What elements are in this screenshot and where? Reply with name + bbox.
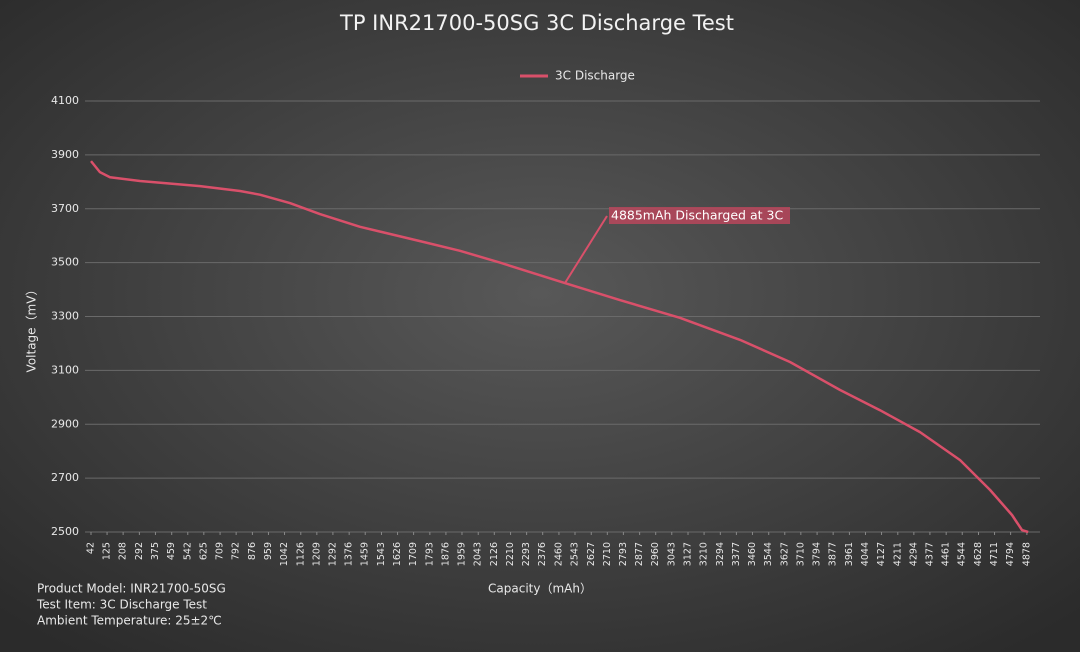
x-tick-label: 3294 xyxy=(715,542,726,566)
x-tick-label: 3377 xyxy=(731,542,742,566)
x-tick-label: 2043 xyxy=(473,542,484,566)
annotation-leader xyxy=(564,215,608,284)
x-tick-label: 4294 xyxy=(908,542,919,566)
legend-label: 3C Discharge xyxy=(555,69,635,83)
note: Ambient Temperature: 25±2℃ xyxy=(37,614,222,628)
x-tick-label: 2877 xyxy=(634,542,645,566)
y-tick-label: 3300 xyxy=(51,310,79,323)
x-tick-label: 3877 xyxy=(828,542,839,566)
x-tick-label: 2543 xyxy=(569,542,580,566)
x-tick-label: 625 xyxy=(198,542,209,560)
x-tick-label: 1376 xyxy=(344,542,355,566)
y-tick-label: 3500 xyxy=(51,256,79,269)
x-tick-label: 1543 xyxy=(376,542,387,566)
x-tick-label: 2460 xyxy=(553,542,564,566)
x-tick-label: 125 xyxy=(102,542,113,560)
x-tick-label: 1626 xyxy=(392,542,403,566)
x-tick-label: 1292 xyxy=(327,542,338,566)
x-axis-label: Capacity（mAh） xyxy=(488,582,592,596)
x-tick-label: 4544 xyxy=(957,542,968,566)
x-tick-label: 2793 xyxy=(618,542,629,566)
x-tick-label: 2376 xyxy=(537,542,548,566)
x-tick-label: 2960 xyxy=(650,542,661,566)
x-tick-label: 4211 xyxy=(892,542,903,566)
x-tick-label: 2710 xyxy=(602,542,613,566)
x-tick-label: 3210 xyxy=(699,542,710,566)
y-tick-label: 3100 xyxy=(51,363,79,376)
x-tick-label: 1876 xyxy=(440,542,451,566)
x-tick-label: 3460 xyxy=(747,542,758,566)
x-tick-label: 375 xyxy=(150,542,161,560)
x-tick-label: 1209 xyxy=(311,542,322,566)
y-tick-label: 2500 xyxy=(51,525,79,538)
x-tick-label: 4377 xyxy=(924,542,935,566)
x-tick-label: 1709 xyxy=(408,542,419,566)
x-tick-label: 2627 xyxy=(586,542,597,566)
annotation-box xyxy=(609,207,790,224)
annotation: 4885mAh Discharged at 3C xyxy=(611,208,783,223)
x-tick-label: 4794 xyxy=(1005,542,1016,566)
x-tick-label: 2293 xyxy=(521,542,532,566)
x-tick-label: 959 xyxy=(263,542,274,560)
x-tick-label: 3127 xyxy=(683,542,694,566)
x-tick-label: 3961 xyxy=(844,542,855,566)
x-tick-label: 1959 xyxy=(456,542,467,566)
x-tick-label: 42 xyxy=(86,542,97,554)
x-tick-label: 1793 xyxy=(424,542,435,566)
x-tick-label: 4044 xyxy=(860,542,871,566)
x-tick-label: 1459 xyxy=(360,542,371,566)
y-axis-label: Voltage（mV） xyxy=(25,284,39,373)
x-tick-label: 2210 xyxy=(505,542,516,566)
y-tick-label: 3900 xyxy=(51,148,79,161)
x-tick-label: 459 xyxy=(166,542,177,560)
x-tick-label: 292 xyxy=(134,542,145,560)
x-tick-label: 542 xyxy=(182,542,193,560)
y-tick-label: 4100 xyxy=(51,94,79,107)
x-tick-label: 4127 xyxy=(876,542,887,566)
x-tick-label: 3627 xyxy=(779,542,790,566)
x-tick-label: 876 xyxy=(247,542,258,560)
x-tick-label: 4878 xyxy=(1021,542,1032,566)
chart-title: TP INR21700-50SG 3C Discharge Test xyxy=(339,11,734,35)
y-tick-label: 3700 xyxy=(51,202,79,215)
x-tick-label: 3043 xyxy=(666,542,677,566)
y-tick-label: 2700 xyxy=(51,471,79,484)
x-tick-label: 4711 xyxy=(989,542,1000,566)
x-tick-label: 1042 xyxy=(279,542,290,566)
x-tick-label: 792 xyxy=(231,542,242,560)
x-tick-label: 1126 xyxy=(295,542,306,566)
x-tick-label: 4628 xyxy=(973,542,984,566)
data-line xyxy=(90,160,1029,534)
x-tick-label: 208 xyxy=(118,542,129,560)
x-tick-label: 709 xyxy=(215,542,226,560)
note: Test Item: 3C Discharge Test xyxy=(36,598,207,612)
x-tick-label: 2126 xyxy=(489,542,500,566)
note: Product Model: INR21700-50SG xyxy=(37,582,226,596)
y-tick-label: 2900 xyxy=(51,417,79,430)
x-tick-label: 3544 xyxy=(763,542,774,566)
x-tick-label: 3794 xyxy=(812,542,823,566)
x-tick-label: 4461 xyxy=(941,542,952,566)
x-tick-label: 3710 xyxy=(795,542,806,566)
